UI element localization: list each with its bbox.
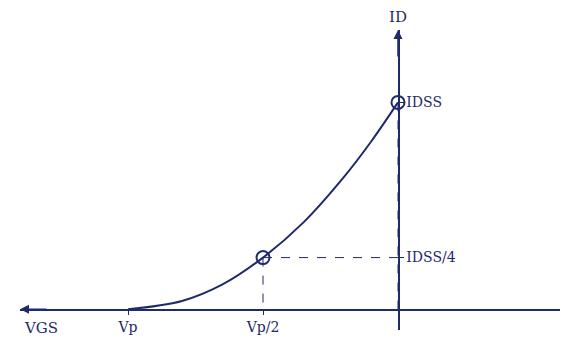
svg-text:IDSS: IDSS [406,94,442,110]
svg-text:ID: ID [389,8,407,26]
svg-text:Vp: Vp [117,319,137,335]
svg-text:Vp/2: Vp/2 [246,319,280,335]
svg-text:VGS: VGS [24,319,58,337]
svg-text:IDSS/4: IDSS/4 [406,249,455,265]
